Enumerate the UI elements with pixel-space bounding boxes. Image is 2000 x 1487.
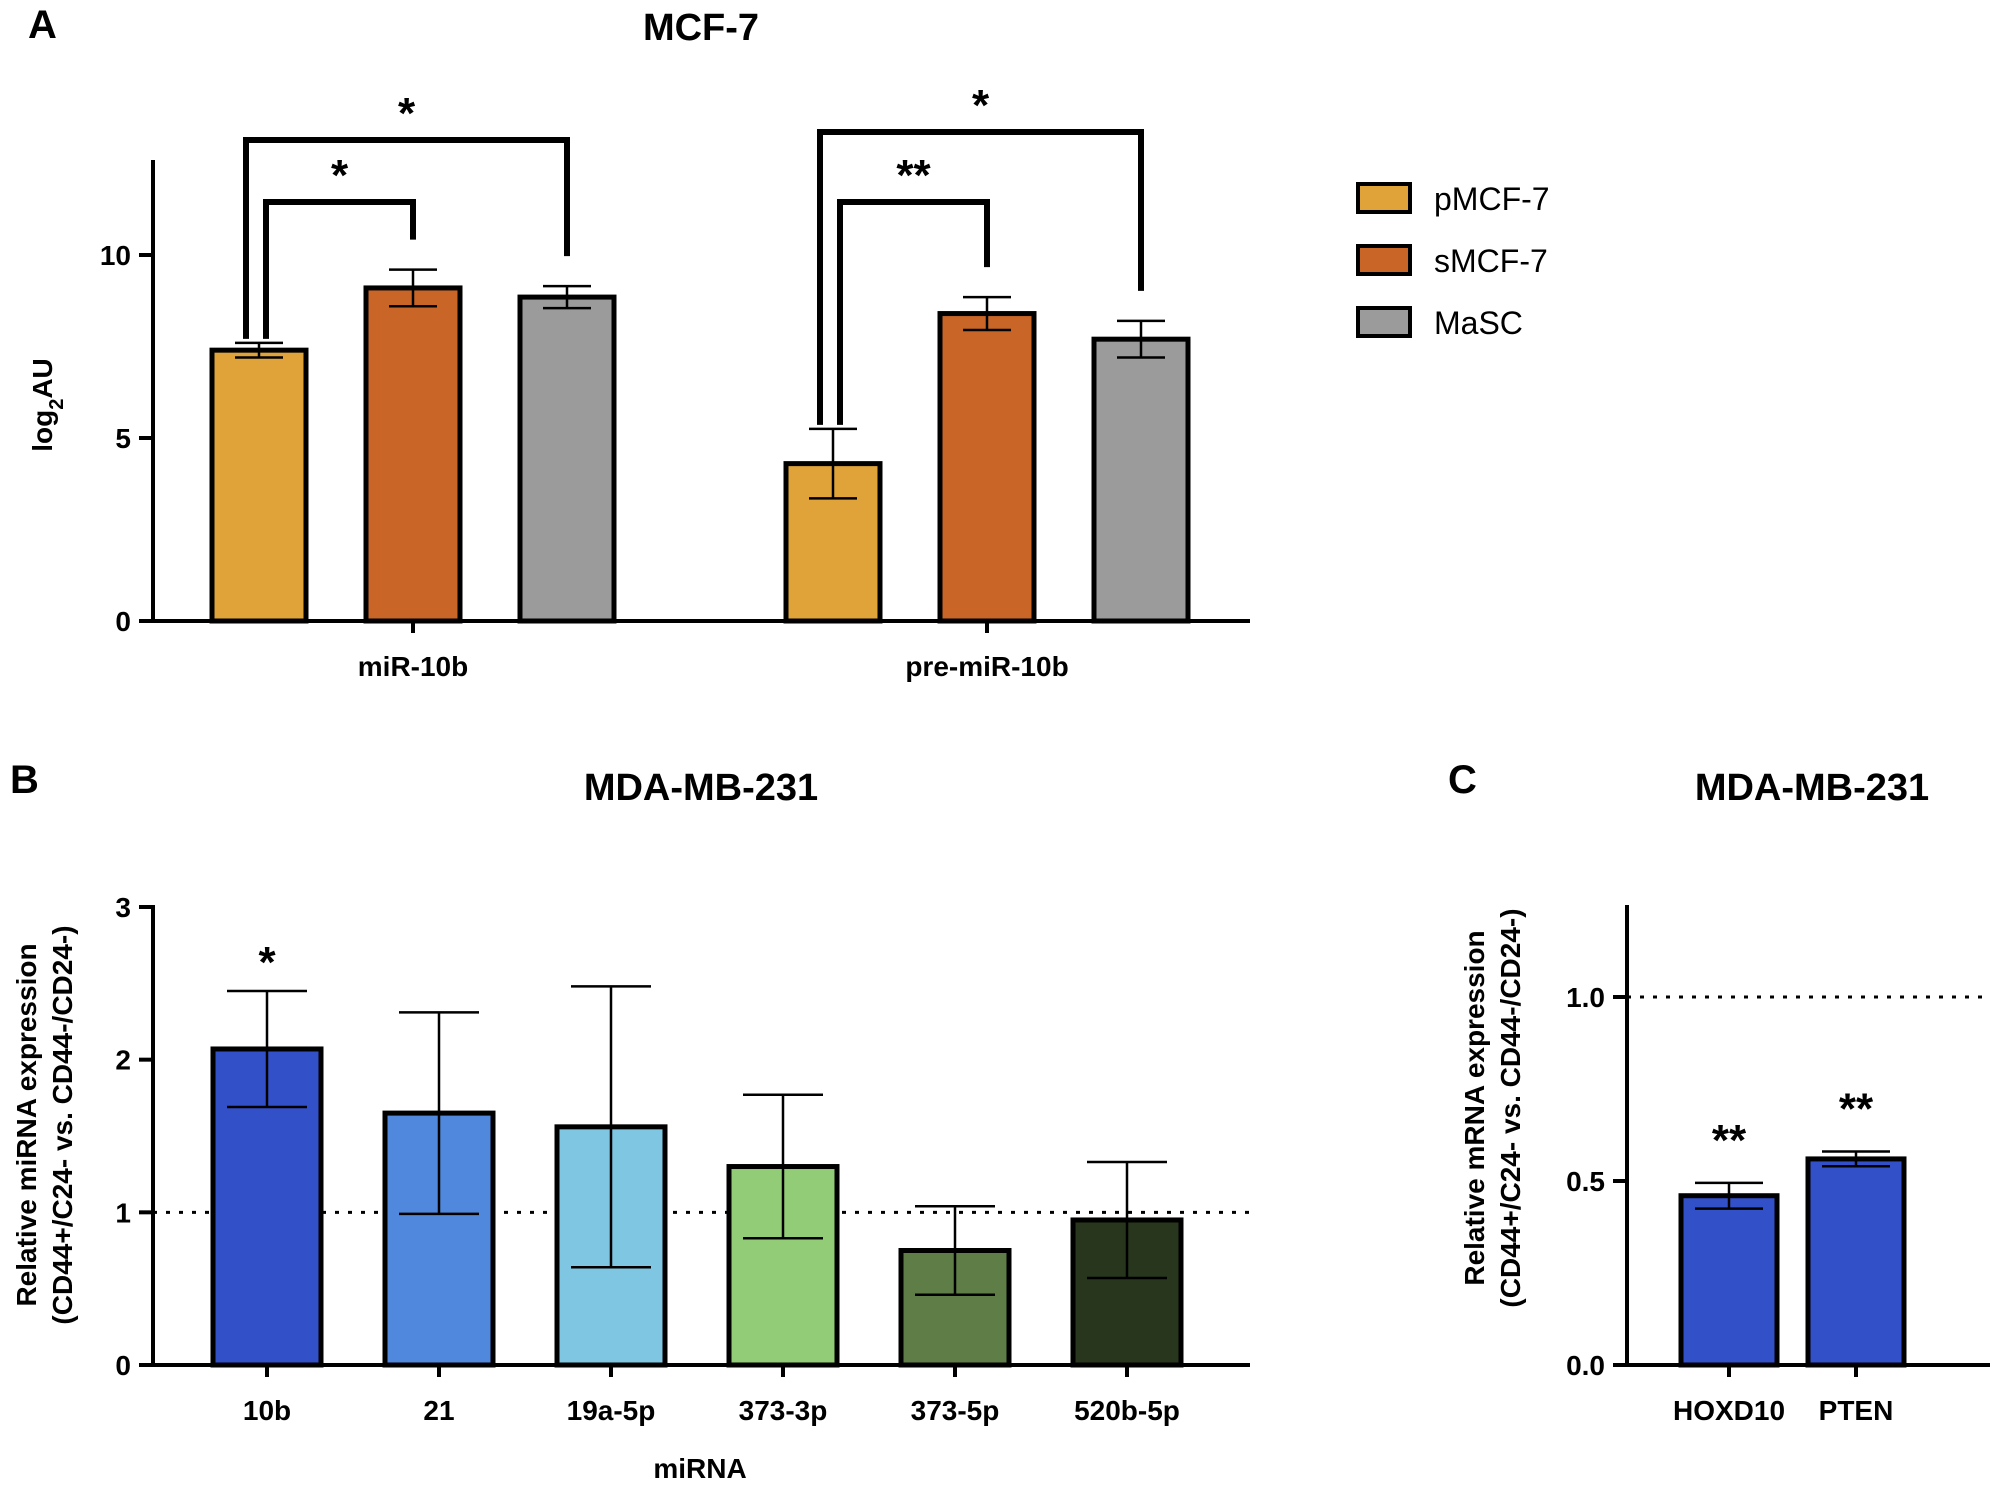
panel-a-bar (363, 285, 463, 624)
panel-a-significance-bracket (243, 137, 570, 339)
panel-a-ylabel-sub: 2 (46, 399, 68, 410)
panel-a-ytick-label: 0 (115, 606, 131, 637)
panel-a-ytick-label: 5 (115, 423, 131, 454)
panel-a-ytick-label: 10 (100, 240, 131, 271)
panel-b-category-label: 21 (423, 1395, 454, 1426)
panel-a-letter: A (28, 3, 57, 47)
panel-b-category-label: 373-5p (911, 1395, 1000, 1426)
panel-c-ytick-label: 0.0 (1566, 1350, 1605, 1381)
panel-b-category-label: 373-3p (739, 1395, 828, 1426)
panel-b-significance-label: * (258, 938, 276, 987)
panel-b-category-label: 520b-5p (1074, 1395, 1180, 1426)
panel-a-ylabel: log2AU (27, 358, 68, 452)
panel-a-legend-swatch (1356, 306, 1412, 338)
panel-c-category-label: HOXD10 (1673, 1395, 1785, 1426)
panel-c-title: MDA-MB-231 (1695, 767, 1929, 809)
panel-c-ytick-label: 0.5 (1566, 1166, 1605, 1197)
panel-c-ylabel-line1: Relative mRNA expression (1459, 930, 1490, 1285)
panel-c-bar (1805, 1156, 1907, 1368)
panel-a-title: MCF-7 (643, 7, 759, 49)
panel-a-ylabel-tail: AU (27, 358, 58, 398)
panel-c-significance-label: ** (1712, 1116, 1747, 1165)
panel-a-significance-label: * (331, 151, 349, 200)
panel-c-ylabel-line2: (CD44+/C24- vs. CD44-/CD24-) (1495, 908, 1526, 1307)
panel-a-legend-label: pMCF-7 (1434, 181, 1550, 217)
panel-b-ylabel-line1: Relative miRNA expression (11, 943, 42, 1306)
panel-c-plot: 0.0 0.5 1.0 HOXD10 ** PTEN ** (1566, 905, 1990, 1426)
panel-c-ytick-label: 1.0 (1566, 982, 1605, 1013)
panel-a-significance-bracket (263, 199, 416, 339)
panel-b-category-label: 10b (243, 1395, 291, 1426)
panel-b-ytick-label: 1 (115, 1197, 131, 1228)
panel-a-significance-label: ** (896, 151, 931, 200)
panel-a-legend-label: MaSC (1434, 305, 1523, 341)
panel-c-category-label: PTEN (1819, 1395, 1894, 1426)
panel-c-bar (1678, 1193, 1780, 1368)
panel-a-significance-bracket (817, 129, 1144, 425)
panel-b-title: MDA-MB-231 (584, 767, 818, 809)
panel-a-category-label: pre-miR-10b (905, 651, 1068, 682)
panel-a-legend-label: sMCF-7 (1434, 243, 1548, 279)
panel-b-letter: B (10, 758, 39, 802)
panel-b-ytick-label: 3 (115, 892, 131, 923)
panel-b-category-label: 19a-5p (567, 1395, 656, 1426)
panel-b-plot: 0 1 2 3 10b * 21 19a-5p 373-3p 373-5p 520b-5p (115, 892, 1250, 1426)
panel-a-legend-swatch (1356, 182, 1412, 214)
panel-a-ylabel-main: log (27, 410, 58, 452)
panel-a-significance-bracket (837, 199, 990, 425)
panel-a-bar (1091, 336, 1191, 624)
panel-a-significance-label: * (972, 81, 990, 130)
panel-b-ytick-label: 0 (115, 1350, 131, 1381)
panel-a-bar (517, 294, 617, 624)
panel-a-bar (937, 311, 1037, 624)
panel-b-ylabel-line2: (CD44+/C24- vs. CD44-/CD24-) (47, 925, 78, 1324)
panel-a-legend-swatch (1356, 244, 1412, 276)
panel-a-category-label: miR-10b (358, 651, 468, 682)
panel-b-ytick-label: 2 (115, 1045, 131, 1076)
panel-b-xlabel: miRNA (653, 1453, 746, 1484)
panel-c-significance-label: ** (1839, 1085, 1874, 1134)
panel-a-bar (209, 347, 309, 624)
panel-a-legend: pMCF-7 sMCF-7 MaSC (1356, 181, 1550, 341)
panel-a-bar (783, 461, 883, 624)
panel-c-letter: C (1448, 758, 1477, 802)
panel-a-significance-label: * (398, 89, 416, 138)
